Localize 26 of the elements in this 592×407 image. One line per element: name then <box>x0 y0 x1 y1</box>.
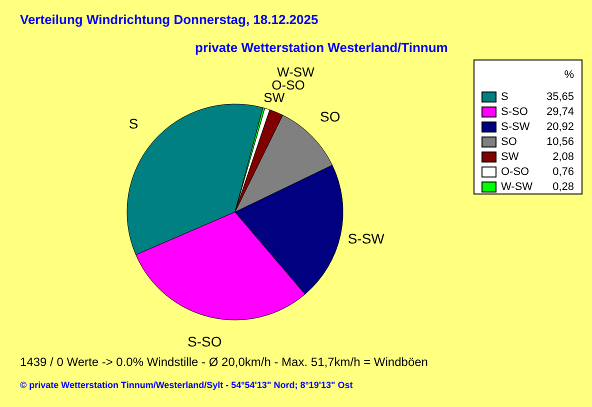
slice-label: S-SO <box>187 334 222 350</box>
data-label: 0,76 <box>552 166 574 178</box>
data-label: 35,65 <box>546 91 574 103</box>
text: © private Wetterstation Tinnum/Westerland/Sylt - 54°54'13" Nord; 8°19'13" Ost <box>20 380 353 390</box>
legend-label: W-SW <box>501 181 534 193</box>
slice-label: S-SW <box>348 230 386 247</box>
data-label: 10,56 <box>546 136 574 148</box>
legend-label: SW <box>501 151 520 163</box>
legend-label: S-SW <box>501 121 530 133</box>
data-label: 2,08 <box>552 151 574 163</box>
data-label: 29,74 <box>546 106 574 118</box>
slice-label: SO <box>320 108 340 125</box>
data-label: 0,28 <box>552 181 574 193</box>
legend-label: O-SO <box>501 166 530 178</box>
legend-title: % <box>564 69 574 81</box>
slice-label: SW <box>264 90 286 106</box>
legend-label: S-SO <box>501 106 528 118</box>
chart-title: Verteilung Windrichtung Donnerstag, 18.12.2025 <box>20 12 318 27</box>
legend-label: SO <box>501 136 518 148</box>
chart-subtitle: private Wetterstation Westerland/Tinnum <box>195 40 448 55</box>
legend-label: S <box>501 91 508 103</box>
slice-label: W-SW <box>277 64 316 80</box>
slice-label: S <box>128 115 138 132</box>
data-label: 20,92 <box>546 121 574 133</box>
slice-label: O-SO <box>272 78 305 93</box>
text: 1439 / 0 Werte -> 0.0% Windstille - Ø 20,0km/h - Max. 51,7km/h = Windböen <box>20 355 428 369</box>
